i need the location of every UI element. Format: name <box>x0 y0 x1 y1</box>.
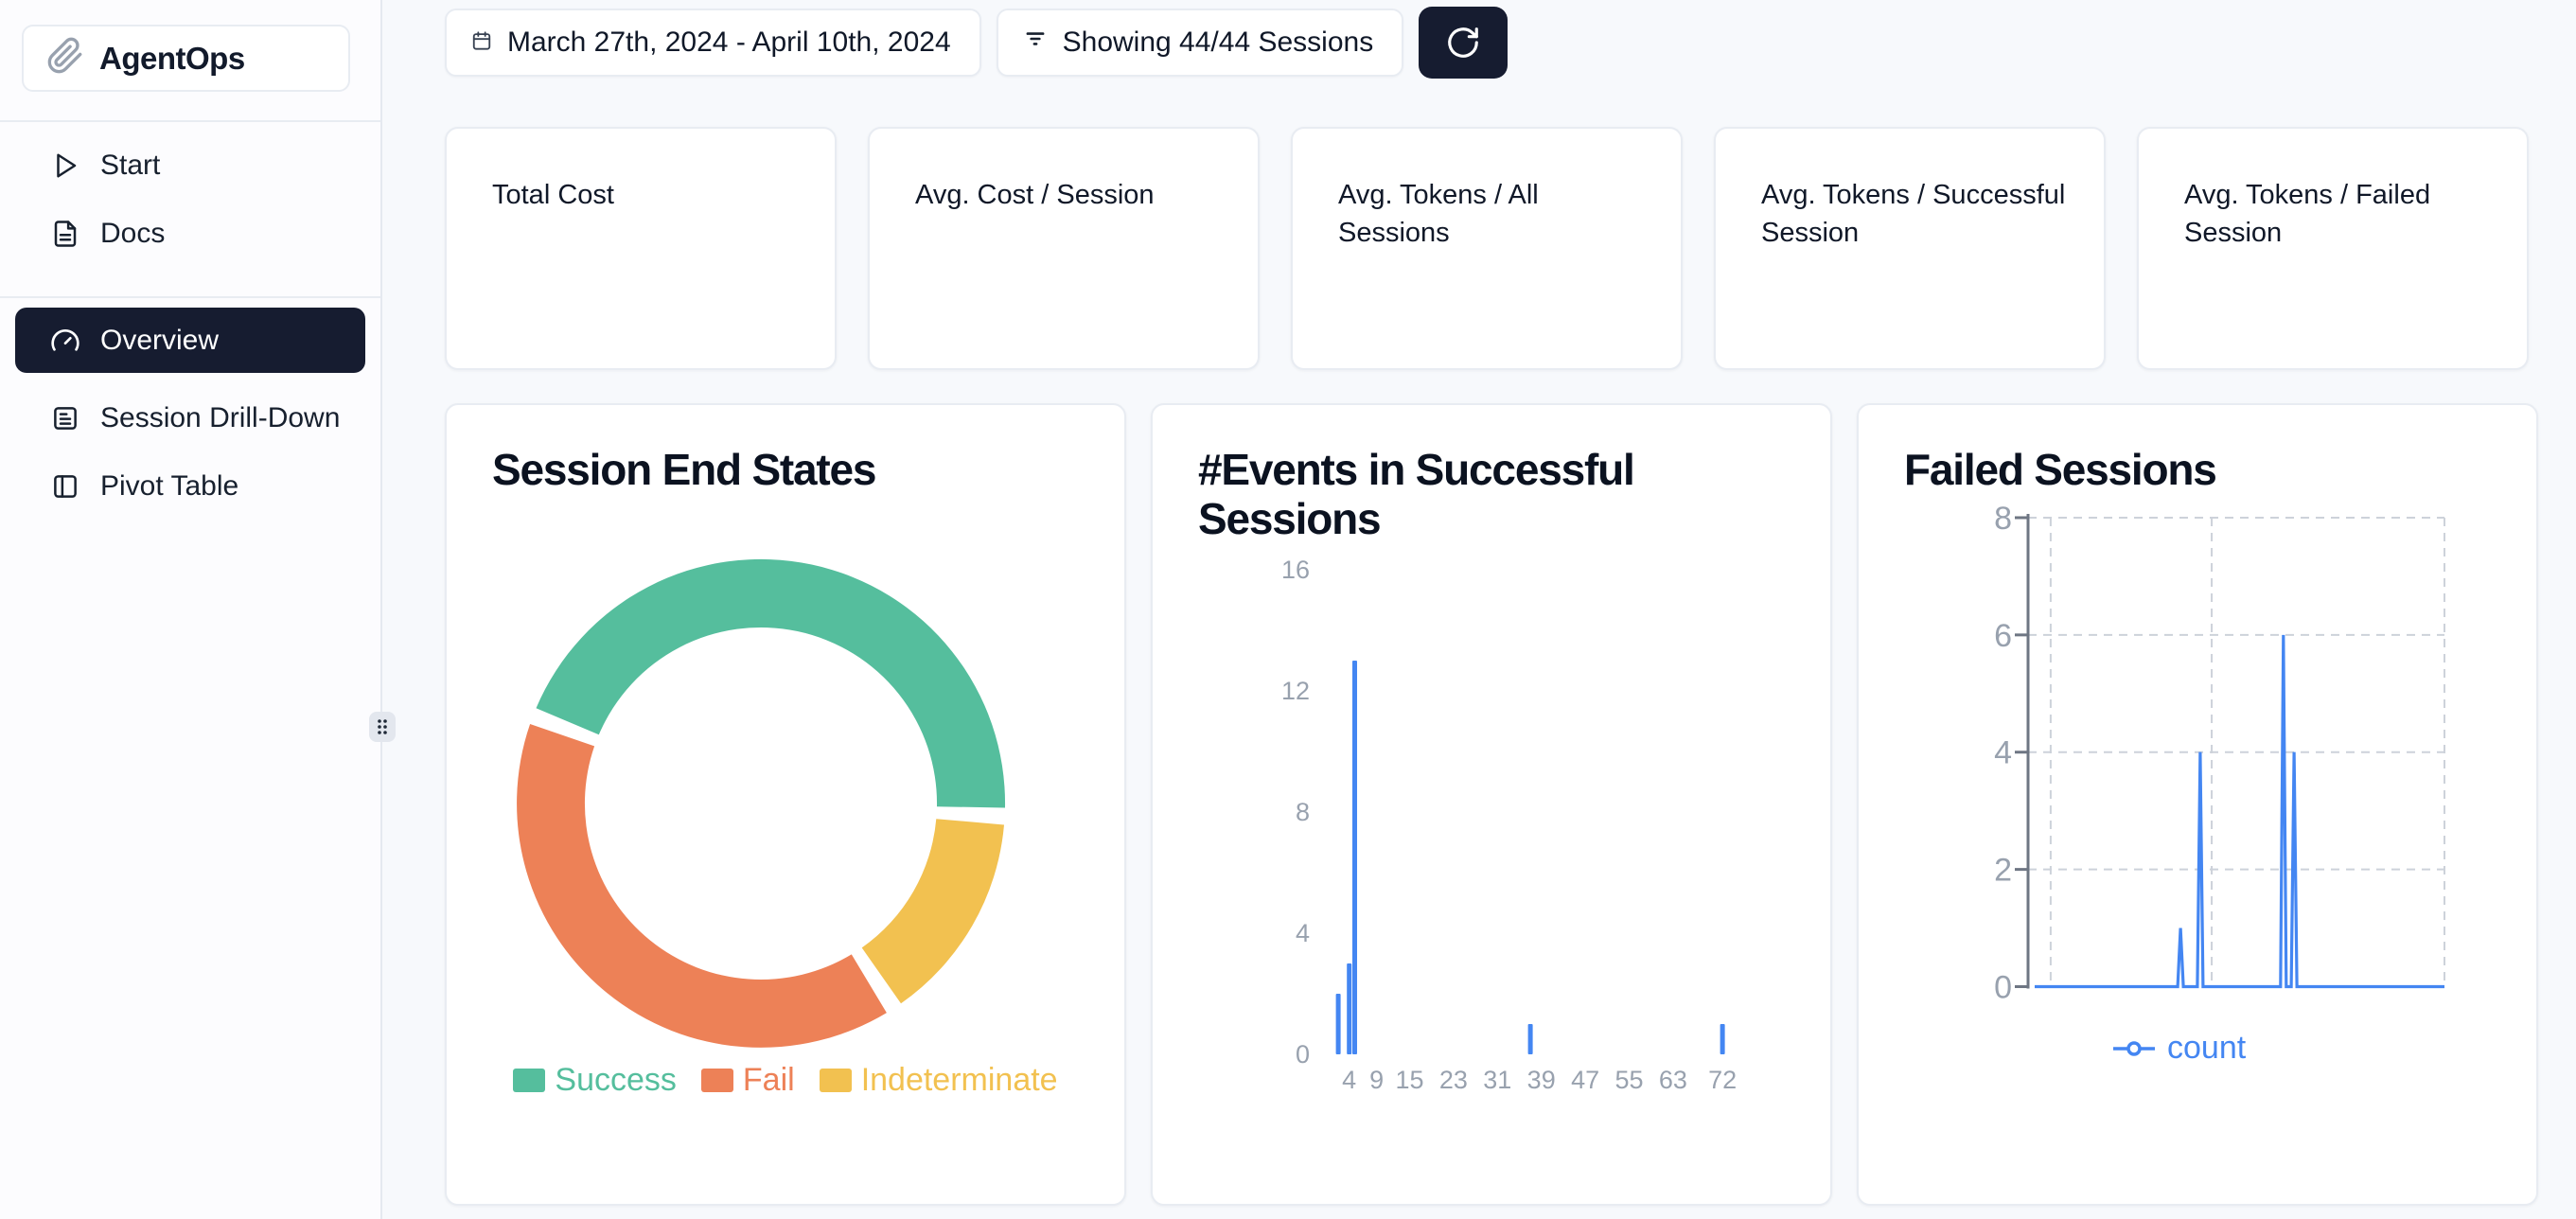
svg-text:4: 4 <box>1994 735 2012 771</box>
legend-label: Indeterminate <box>860 1062 1058 1098</box>
stat-cards-row: Total Cost $4.79 Avg. Cost / Session $0.… <box>445 127 2576 370</box>
calendar-icon <box>471 26 492 59</box>
svg-text:6: 6 <box>1994 618 2012 654</box>
chart-title: Failed Sessions <box>1904 445 2217 494</box>
legend-item-success[interactable]: Success <box>513 1062 677 1099</box>
svg-text:2: 2 <box>1994 853 2012 889</box>
legend-swatch <box>513 1069 546 1092</box>
logo[interactable]: AgentOps <box>22 25 350 92</box>
legend-item-indeterminate[interactable]: Indeterminate <box>819 1062 1058 1099</box>
stat-card-avg-tokens-all: Avg. Tokens / All Sessions 3,598 <box>1291 127 1683 370</box>
pivot-panel-icon <box>49 472 81 501</box>
stat-label: Avg. Cost / Session <box>915 180 1155 210</box>
sidebar-item-label: Session Drill-Down <box>100 402 341 433</box>
svg-text:8: 8 <box>1994 501 2012 537</box>
sidebar-item-start[interactable]: Start <box>15 132 365 200</box>
sessions-filter-label: Showing 44/44 Sessions <box>1062 26 1374 58</box>
failed-sessions-line-chart: 0 2 4 6 8 <box>1994 501 2445 1006</box>
line-marker-icon <box>2113 1040 2155 1056</box>
legend-label: Fail <box>742 1062 795 1098</box>
sidebar-resize-handle[interactable] <box>369 712 396 742</box>
donut-legend: Success Fail Indeterminate <box>447 1062 1124 1099</box>
sidebar-nav-main: Overview Session Drill-Down Pivot Table <box>0 298 380 521</box>
sidebar-item-label: Overview <box>100 324 220 356</box>
legend-item-fail[interactable]: Fail <box>700 1062 795 1099</box>
main-content: March 27th, 2024 - April 10th, 2024 Show… <box>382 0 2576 1219</box>
donut-chart <box>517 558 1006 1048</box>
sidebar-divider <box>0 120 380 122</box>
filter-icon <box>1023 26 1048 59</box>
paperclip-logo-icon <box>46 37 84 80</box>
svg-text:63: 63 <box>1659 1066 1687 1094</box>
sidebar-item-label: Docs <box>100 218 166 249</box>
document-icon <box>49 220 81 248</box>
sidebar-item-label: Start <box>100 150 161 181</box>
sessions-filter-button[interactable]: Showing 44/44 Sessions <box>996 9 1404 77</box>
gauge-icon <box>49 326 81 356</box>
legend-swatch <box>700 1069 733 1092</box>
svg-text:12: 12 <box>1281 677 1310 705</box>
sidebar-item-overview[interactable]: Overview <box>15 308 365 373</box>
svg-text:31: 31 <box>1483 1066 1511 1094</box>
events-in-successful-sessions-card: #Events in Successful Sessions 0 4 8 12 16 4 9… <box>1151 403 1832 1206</box>
date-range-button[interactable]: March 27th, 2024 - April 10th, 2024 <box>445 9 981 77</box>
stat-card-avg-tokens-successful: Avg. Tokens / Successful Session 4,638 <box>1714 127 2106 370</box>
svg-text:72: 72 <box>1708 1066 1737 1094</box>
svg-text:0: 0 <box>1994 970 2012 1006</box>
stat-label: Avg. Tokens / Failed Session <box>2184 180 2431 248</box>
document-lines-icon <box>49 404 81 433</box>
svg-text:0: 0 <box>1296 1040 1310 1069</box>
sidebar-item-label: Pivot Table <box>100 470 239 502</box>
sidebar-item-session-drill-down[interactable]: Session Drill-Down <box>15 384 365 452</box>
refresh-button[interactable] <box>1419 7 1509 79</box>
chart-title: Session End States <box>492 445 877 494</box>
count-legend-label: count <box>2167 1030 2247 1066</box>
legend-label: Success <box>555 1062 677 1098</box>
chart-title: #Events in Successful Sessions <box>1198 445 1635 543</box>
svg-text:47: 47 <box>1571 1066 1599 1094</box>
charts-row: Session End States Success Fail Indeterm… <box>445 403 2576 1206</box>
refresh-icon <box>1448 27 1479 58</box>
legend-swatch <box>819 1069 852 1092</box>
svg-text:15: 15 <box>1395 1066 1423 1094</box>
stat-card-avg-tokens-failed: Avg. Tokens / Failed Session 3,856 <box>2137 127 2529 370</box>
svg-text:4: 4 <box>1342 1066 1356 1094</box>
sidebar: AgentOps Start Docs <box>0 0 396 1219</box>
sidebar-nav-top: Start Docs <box>0 122 380 268</box>
play-icon <box>49 151 81 180</box>
count-legend[interactable]: count <box>2112 1030 2246 1067</box>
date-range-label: March 27th, 2024 - April 10th, 2024 <box>507 26 951 58</box>
grip-dots-icon <box>378 719 387 734</box>
svg-text:39: 39 <box>1527 1066 1556 1094</box>
topbar: March 27th, 2024 - April 10th, 2024 Show… <box>445 7 2576 79</box>
svg-text:16: 16 <box>1281 556 1310 584</box>
stat-card-total-cost: Total Cost $4.79 <box>445 127 837 370</box>
svg-text:55: 55 <box>1614 1066 1643 1094</box>
svg-text:23: 23 <box>1439 1066 1468 1094</box>
app-title: AgentOps <box>99 40 245 76</box>
stat-label: Avg. Tokens / All Sessions <box>1338 180 1539 248</box>
svg-text:4: 4 <box>1296 919 1310 947</box>
stat-label: Total Cost <box>492 180 614 210</box>
stat-card-avg-cost-session: Avg. Cost / Session $0.27 <box>868 127 1260 370</box>
sidebar-item-docs[interactable]: Docs <box>15 200 365 268</box>
sidebar-divider <box>0 296 380 298</box>
failed-sessions-card: Failed Sessions 0 2 4 6 8 count <box>1857 403 2538 1206</box>
svg-text:8: 8 <box>1296 798 1310 826</box>
sidebar-item-pivot-table[interactable]: Pivot Table <box>15 452 365 521</box>
svg-text:9: 9 <box>1369 1066 1384 1094</box>
stat-label: Avg. Tokens / Successful Session <box>1761 180 2066 248</box>
session-end-states-card: Session End States Success Fail Indeterm… <box>445 403 1126 1206</box>
